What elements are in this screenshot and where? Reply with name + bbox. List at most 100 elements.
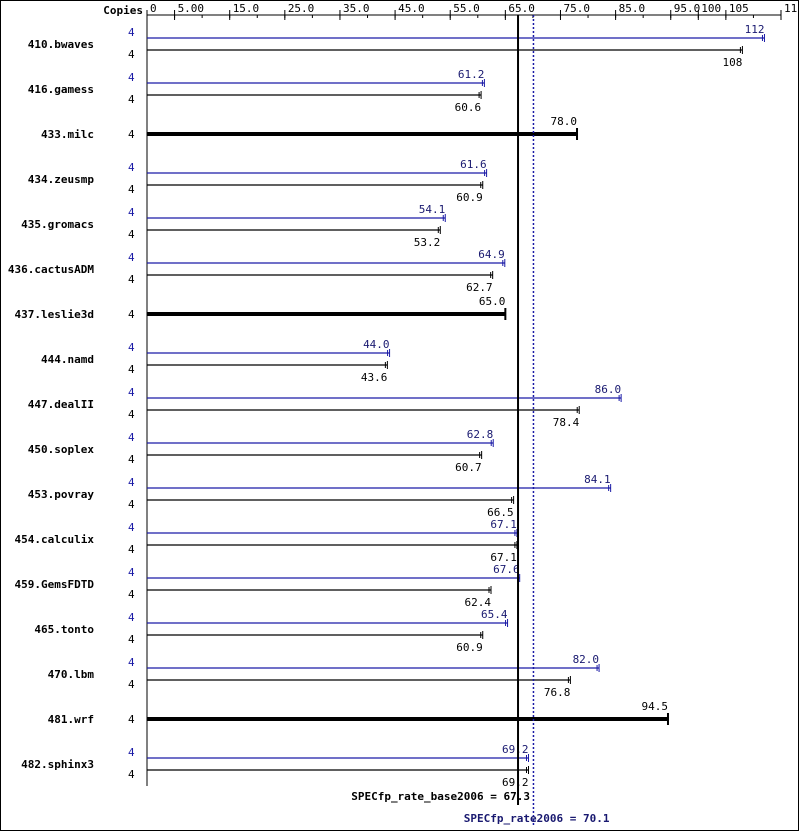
base-copies: 4 xyxy=(128,453,135,466)
benchmark-row: 465.tonto 4 4 65.4 60.9 xyxy=(34,608,509,654)
base-value-label: 94.5 xyxy=(641,700,668,713)
peak-value-label: 65.4 xyxy=(481,608,508,621)
peak-copies: 4 xyxy=(128,26,135,39)
peak-copies: 4 xyxy=(128,431,135,444)
base-value-label: 53.2 xyxy=(414,236,441,249)
x-tick-label: 35.0 xyxy=(343,2,370,15)
summary-lines: SPECfp_rate_base2006 = 67.3 SPECfp_rate20… xyxy=(351,15,610,827)
base-value-label: 66.5 xyxy=(487,506,514,519)
base-value-label: 69.2 xyxy=(502,776,529,789)
benchmark-row: 444.namd 4 4 44.0 43.6 xyxy=(41,338,391,384)
peak-copies: 4 xyxy=(128,476,135,489)
base-mean-label: SPECfp_rate_base2006 = 67.3 xyxy=(351,790,530,803)
base-copies: 4 xyxy=(128,363,135,376)
benchmark-row: 433.milc 4 78.0 xyxy=(41,115,579,145)
peak-value-label: 64.9 xyxy=(478,248,505,261)
base-value-label: 78.4 xyxy=(553,416,580,429)
base-copies: 4 xyxy=(128,273,135,286)
benchmark-name: 470.lbm xyxy=(48,668,95,681)
benchmark-row: 447.dealII 4 4 86.0 78.4 xyxy=(28,383,622,429)
benchmark-name: 435.gromacs xyxy=(21,218,94,231)
base-value-label: 108 xyxy=(723,56,743,69)
benchmark-name: 416.gamess xyxy=(28,83,94,96)
peak-copies: 4 xyxy=(128,611,135,624)
peak-copies: 4 xyxy=(128,521,135,534)
base-copies: 4 xyxy=(128,93,135,106)
base-value-label: 43.6 xyxy=(361,371,388,384)
benchmark-row: 435.gromacs 4 4 54.1 53.2 xyxy=(21,203,446,249)
base-copies: 4 xyxy=(128,408,135,421)
benchmark-row: 482.sphinx3 4 4 69.2 69.2 xyxy=(21,743,530,789)
base-copies: 4 xyxy=(128,48,135,61)
peak-value-label: 67.6 xyxy=(493,563,520,576)
base-copies: 4 xyxy=(128,588,135,601)
benchmark-rows: 410.bwaves44112108416.gamess4461.260.643… xyxy=(8,23,765,789)
base-copies: 4 xyxy=(128,183,135,196)
benchmark-name: 459.GemsFDTD xyxy=(15,578,95,591)
peak-value-label: 62.8 xyxy=(467,428,494,441)
x-tick-label: 100 xyxy=(701,2,721,15)
x-tick-label: 85.0 xyxy=(619,2,646,15)
base-value-label: 60.7 xyxy=(455,461,482,474)
benchmark-name: 410.bwaves xyxy=(28,38,94,51)
base-value-label: 60.6 xyxy=(455,101,482,114)
benchmark-row: 437.leslie3d 4 65.0 xyxy=(15,295,507,325)
peak-value-label: 61.2 xyxy=(458,68,485,81)
peak-value-label: 54.1 xyxy=(419,203,446,216)
base-copies: 4 xyxy=(128,543,135,556)
x-tick-label: 95.0 xyxy=(674,2,701,15)
x-tick-label: 25.0 xyxy=(288,2,315,15)
peak-value-label: 44.0 xyxy=(363,338,390,351)
peak-value-label: 69.2 xyxy=(502,743,529,756)
x-tick-label: 115 xyxy=(784,2,798,15)
base-value-label: 65.0 xyxy=(479,295,506,308)
x-tick-label: 55.0 xyxy=(453,2,480,15)
benchmark-row: 470.lbm 4 4 82.0 76.8 xyxy=(48,653,600,699)
benchmark-row: 410.bwaves 4 4 112 108 xyxy=(28,23,765,69)
x-tick-label: 105 xyxy=(729,2,749,15)
peak-value-label: 61.6 xyxy=(460,158,487,171)
base-value-label: 76.8 xyxy=(544,686,571,699)
peak-value-label: 86.0 xyxy=(595,383,622,396)
peak-copies: 4 xyxy=(128,746,135,759)
base-value-label: 60.9 xyxy=(456,641,483,654)
benchmark-row: 481.wrf 4 94.5 xyxy=(48,700,669,730)
base-copies: 4 xyxy=(128,308,135,321)
peak-copies: 4 xyxy=(128,656,135,669)
benchmark-row: 454.calculix 4 4 67.1 67.1 xyxy=(15,518,518,564)
x-tick-label: 45.0 xyxy=(398,2,425,15)
peak-value-label: 67.1 xyxy=(490,518,517,531)
base-value-label: 60.9 xyxy=(456,191,483,204)
x-tick-label: 65.0 xyxy=(508,2,535,15)
axis-title: Copies xyxy=(103,4,143,17)
peak-mean-label: SPECfp_rate2006 = 70.1 xyxy=(464,812,610,825)
benchmark-name: 482.sphinx3 xyxy=(21,758,94,771)
benchmark-name: 444.namd xyxy=(41,353,94,366)
base-copies: 4 xyxy=(128,633,135,646)
peak-copies: 4 xyxy=(128,341,135,354)
peak-copies: 4 xyxy=(128,251,135,264)
benchmark-name: 453.povray xyxy=(28,488,95,501)
benchmark-name: 481.wrf xyxy=(48,713,94,726)
base-copies: 4 xyxy=(128,228,135,241)
benchmark-name: 434.zeusmp xyxy=(28,173,95,186)
peak-copies: 4 xyxy=(128,566,135,579)
base-value-label: 78.0 xyxy=(551,115,578,128)
x-tick-label: 15.0 xyxy=(233,2,260,15)
benchmark-row: 459.GemsFDTD 4 4 67.6 62.4 xyxy=(15,563,521,609)
base-copies: 4 xyxy=(128,713,135,726)
benchmark-name: 433.milc xyxy=(41,128,94,141)
benchmark-name: 447.dealII xyxy=(28,398,94,411)
benchmark-name: 436.cactusADM xyxy=(8,263,94,276)
peak-value-label: 82.0 xyxy=(573,653,600,666)
x-tick-label: 75.0 xyxy=(563,2,590,15)
benchmark-name: 454.calculix xyxy=(15,533,95,546)
benchmark-row: 450.soplex 4 4 62.8 60.7 xyxy=(28,428,494,474)
base-value-label: 67.1 xyxy=(490,551,517,564)
benchmark-name: 450.soplex xyxy=(28,443,95,456)
peak-copies: 4 xyxy=(128,386,135,399)
base-copies: 4 xyxy=(128,678,135,691)
benchmark-row: 416.gamess 4 4 61.2 60.6 xyxy=(28,68,485,114)
